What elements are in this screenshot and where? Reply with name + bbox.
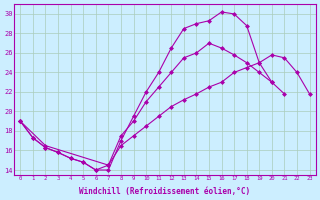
X-axis label: Windchill (Refroidissement éolien,°C): Windchill (Refroidissement éolien,°C) [79,187,251,196]
